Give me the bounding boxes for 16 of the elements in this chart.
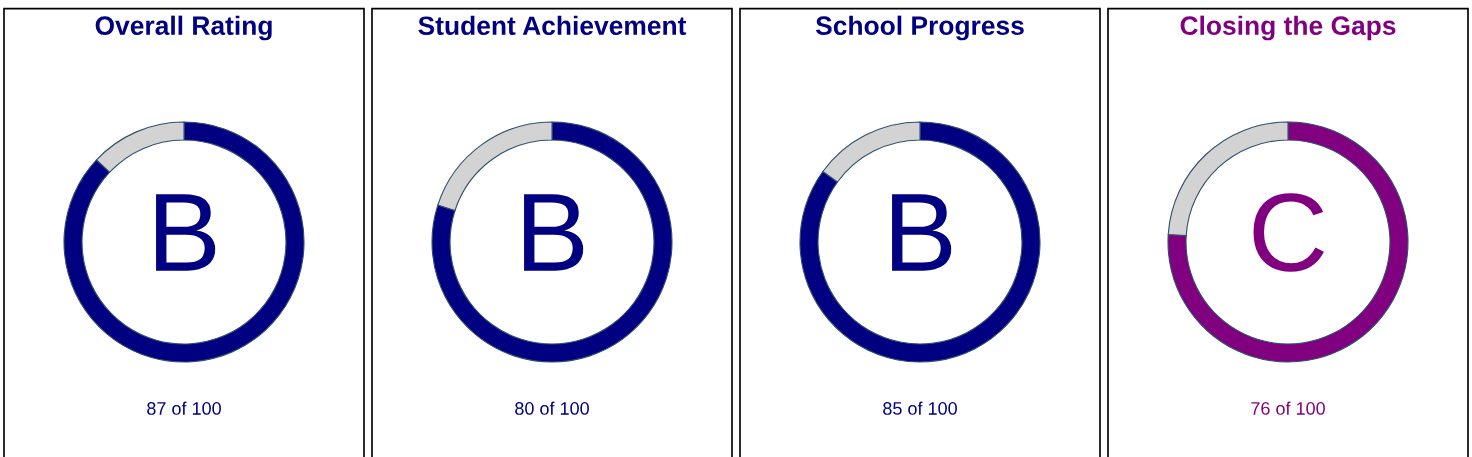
chart-title: Student Achievement bbox=[418, 15, 687, 36]
chart-title: Closing the Gaps bbox=[1180, 15, 1396, 41]
chart-title: School Progress bbox=[815, 15, 1024, 41]
text: 80 of 100 bbox=[515, 401, 589, 415]
text: 76 of 100 bbox=[1251, 401, 1325, 415]
donut-slice bbox=[431, 121, 673, 363]
donut-slice bbox=[63, 121, 305, 363]
chart-title: Overall Rating bbox=[95, 15, 272, 41]
donut-slice bbox=[1167, 121, 1409, 363]
text: 85 of 100 bbox=[883, 401, 957, 415]
text: C bbox=[1253, 193, 1324, 272]
text: 87 of 100 bbox=[147, 401, 221, 415]
text: B bbox=[156, 194, 216, 271]
donut-slice bbox=[799, 121, 1041, 363]
text: B bbox=[892, 194, 952, 271]
text: B bbox=[524, 194, 584, 271]
